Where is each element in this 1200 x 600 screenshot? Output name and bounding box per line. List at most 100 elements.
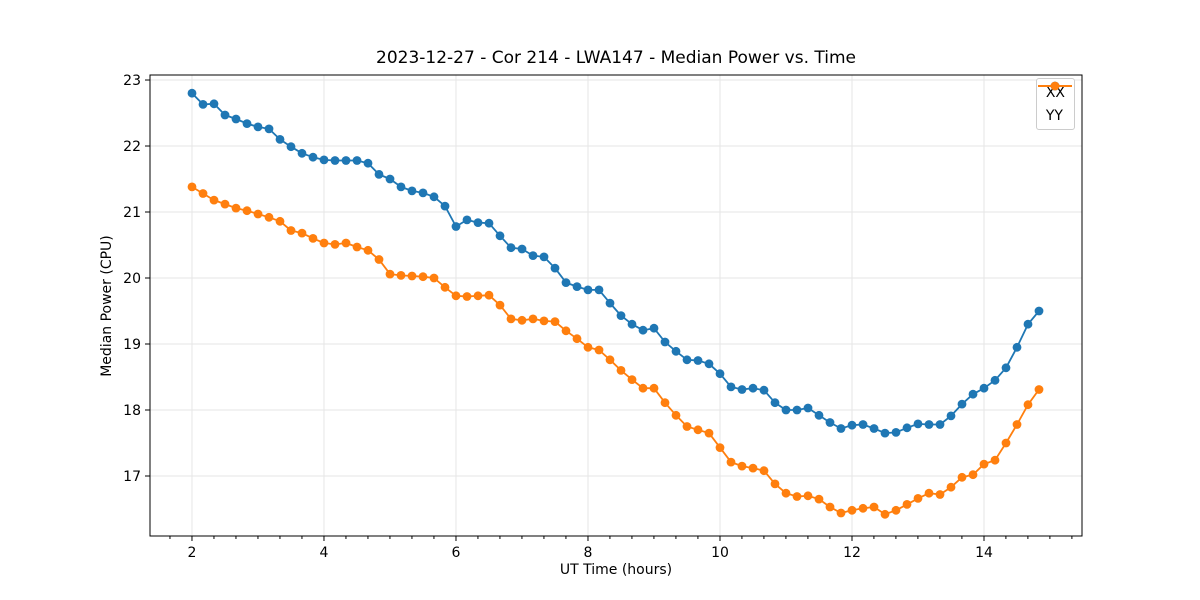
series-yy-marker (539, 316, 549, 326)
series-yy-marker (814, 494, 824, 504)
series-xx-marker (715, 369, 725, 379)
series-yy-marker (385, 269, 395, 279)
y-tick-label: 20 (123, 271, 141, 287)
series-yy-marker (517, 315, 527, 325)
series-yy-marker (605, 355, 615, 365)
series-xx-marker (407, 186, 417, 196)
series-yy-marker (374, 255, 384, 264)
series-xx-marker (506, 243, 516, 253)
series-xx-marker (473, 218, 483, 228)
series-yy-marker (616, 366, 626, 375)
series-yy-marker (319, 238, 329, 248)
series-xx-marker (781, 405, 791, 415)
x-tick-label: 6 (452, 545, 461, 561)
series-yy-marker (627, 375, 637, 384)
series-xx-marker (528, 251, 538, 260)
y-tick-label: 18 (123, 403, 141, 419)
series-yy-marker (1012, 420, 1022, 429)
series-xx-marker (726, 382, 736, 392)
series-yy-marker (242, 206, 252, 216)
series-xx-marker (704, 359, 714, 369)
series-xx-marker (561, 278, 571, 287)
series-yy-marker (726, 457, 736, 467)
series-yy-marker (418, 272, 428, 282)
series-xx-marker (748, 383, 758, 393)
series-xx-marker (440, 201, 450, 211)
series-xx-marker (858, 420, 868, 429)
series-xx-marker (1012, 342, 1022, 352)
series-xx-marker (583, 285, 593, 295)
series-xx-marker (209, 99, 219, 109)
series-yy-marker (528, 314, 538, 324)
series-xx-marker (935, 420, 945, 429)
series-yy-marker (968, 470, 978, 480)
series-yy-marker (330, 240, 340, 249)
series-yy-marker (308, 234, 318, 243)
series-yy-marker (869, 502, 879, 512)
series-xx-marker (484, 218, 494, 228)
series-xx-marker (330, 156, 340, 165)
series-yy-marker (990, 455, 1000, 465)
series-xx-marker (770, 398, 780, 408)
series-yy-marker (935, 490, 945, 499)
x-tick-label: 12 (843, 545, 861, 561)
series-yy-marker (737, 461, 747, 471)
series-xx-marker (979, 383, 989, 393)
series-yy-marker (594, 345, 604, 355)
series-yy-marker (396, 271, 406, 280)
series-xx-marker (891, 428, 901, 437)
series-yy-marker (902, 500, 912, 509)
series-xx-marker (836, 424, 846, 433)
series-xx-marker (352, 156, 362, 165)
series-xx-marker (660, 337, 670, 347)
chart-title: 2023-12-27 - Cor 214 - LWA147 - Median P… (376, 48, 856, 68)
y-tick-label: 17 (123, 469, 141, 485)
series-yy-marker (957, 472, 967, 482)
series-yy-marker (847, 505, 857, 515)
series-xx-marker (286, 142, 296, 152)
series-xx-marker (242, 119, 252, 128)
series-xx-marker (682, 355, 692, 365)
series-xx-marker (275, 135, 285, 144)
series-yy-marker (187, 182, 197, 192)
series-xx-marker (198, 100, 208, 109)
series-xx-line (191, 92, 1040, 435)
series-xx-marker (572, 282, 582, 291)
series-yy-marker (363, 245, 373, 255)
y-tick-label: 22 (123, 139, 141, 155)
series-xx-marker (649, 323, 659, 333)
series-xx-marker (231, 114, 241, 124)
series-yy-marker (946, 482, 956, 492)
series-xx-marker (1034, 306, 1044, 316)
series-xx-marker (363, 158, 373, 168)
legend-item-yy: YY (1037, 81, 1072, 126)
axes-spines (149, 74, 1083, 537)
series-yy-marker (880, 509, 890, 519)
series-yy-marker (693, 425, 703, 435)
series-yy-marker (913, 494, 923, 503)
series-xx-marker (462, 215, 472, 225)
series-yy-marker (583, 342, 593, 352)
series-xx-marker (495, 231, 505, 241)
series-xx-marker (264, 124, 274, 134)
series-xx-marker (550, 263, 560, 273)
series-xx-marker (869, 424, 879, 433)
series-yy-marker (748, 463, 758, 473)
x-tick-label: 10 (711, 545, 729, 561)
series-xx-marker (957, 399, 967, 409)
legend-yy-sample-icon (1037, 81, 1072, 91)
series-xx-marker (616, 311, 626, 320)
series-xx-marker (1023, 319, 1033, 329)
series-yy-marker (572, 334, 582, 344)
series-xx-marker (880, 428, 890, 438)
series-yy-marker (462, 292, 472, 301)
series-xx-marker (627, 319, 637, 329)
y-tick-label: 19 (123, 337, 141, 353)
series-yy-marker (759, 466, 769, 476)
series-yy-marker (704, 428, 714, 438)
series-xx-marker (902, 423, 912, 433)
series-yy-marker (352, 242, 362, 252)
x-axis-label: UT Time (hours) (559, 562, 673, 578)
legend-label: YY (1045, 107, 1063, 124)
series-yy-marker (891, 505, 901, 515)
